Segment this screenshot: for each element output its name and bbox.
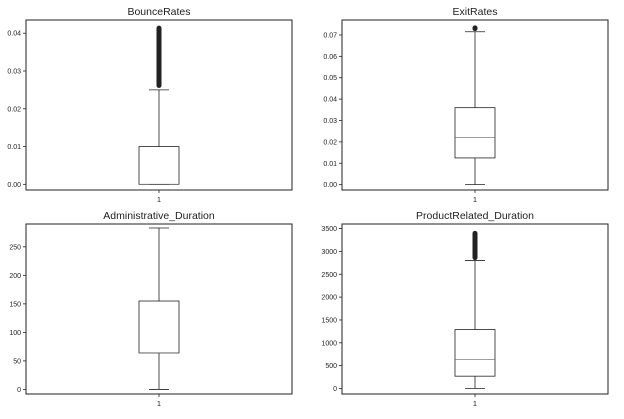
panel-productrelated-duration: ProductRelated_Duration 0 500 1000 1500 2000 2… [321, 210, 609, 408]
y-tick-label: 0.04 [323, 97, 337, 104]
iqr-box [138, 146, 180, 185]
chart-title: BounceRates [127, 6, 190, 18]
panel-administrative-duration: Administrative_Duration 0 50 100 150 200 250 1 [9, 210, 293, 408]
y-tick-label: 0 [17, 387, 21, 394]
chart-title: Administrative_Duration [103, 210, 215, 222]
y-tick-label: 0.00 [7, 182, 21, 189]
y-tick-label: 200 [9, 273, 21, 280]
outlier-points [472, 230, 478, 261]
y-tick-label: 500 [325, 363, 337, 370]
y-tick-label: 0.01 [7, 144, 21, 151]
y-tick-label: 0.02 [323, 139, 337, 146]
y-tick-label: 0.01 [323, 161, 337, 168]
y-tick-label: 1500 [321, 317, 337, 324]
y-tick-label: 2500 [321, 272, 337, 279]
y-tick-label: 3000 [321, 249, 337, 256]
y-tick-label: 0.04 [7, 31, 21, 38]
y-tick-label: 2000 [321, 295, 337, 302]
outlier-points [156, 25, 162, 89]
panel-exitrates: ExitRates 0.00 0.01 0.02 0.03 0.04 0.05 0.06 0.0… [323, 6, 609, 204]
y-tick-label: 3500 [321, 226, 337, 233]
y-tick-label: 100 [9, 330, 21, 337]
outlier-points [472, 25, 478, 32]
iqr-box [138, 300, 180, 354]
x-tick-label: 1 [157, 195, 161, 204]
y-tick-label: 0.03 [323, 118, 337, 125]
y-tick-label: 0.06 [323, 54, 337, 61]
chart-title: ExitRates [453, 6, 498, 18]
y-tick-label: 0.05 [323, 75, 337, 82]
y-tick-label: 0.00 [323, 182, 337, 189]
y-tick-label: 0.07 [323, 32, 337, 39]
iqr-box [454, 329, 496, 377]
y-tick-label: 50 [13, 358, 21, 365]
iqr-box [454, 107, 496, 159]
y-tick-label: 0 [333, 386, 337, 393]
panel-bouncerates: BounceRates 0.00 0.01 0.02 0.03 0.04 1 [7, 6, 293, 204]
x-tick-label: 1 [473, 195, 477, 204]
y-tick-label: 0.02 [7, 106, 21, 113]
x-tick-label: 1 [473, 399, 477, 408]
x-tick-label: 1 [157, 399, 161, 408]
chart-title: ProductRelated_Duration [416, 210, 534, 222]
y-tick-label: 250 [9, 244, 21, 251]
y-tick-label: 1000 [321, 340, 337, 347]
y-tick-label: 150 [9, 301, 21, 308]
y-tick-label: 0.03 [7, 69, 21, 76]
